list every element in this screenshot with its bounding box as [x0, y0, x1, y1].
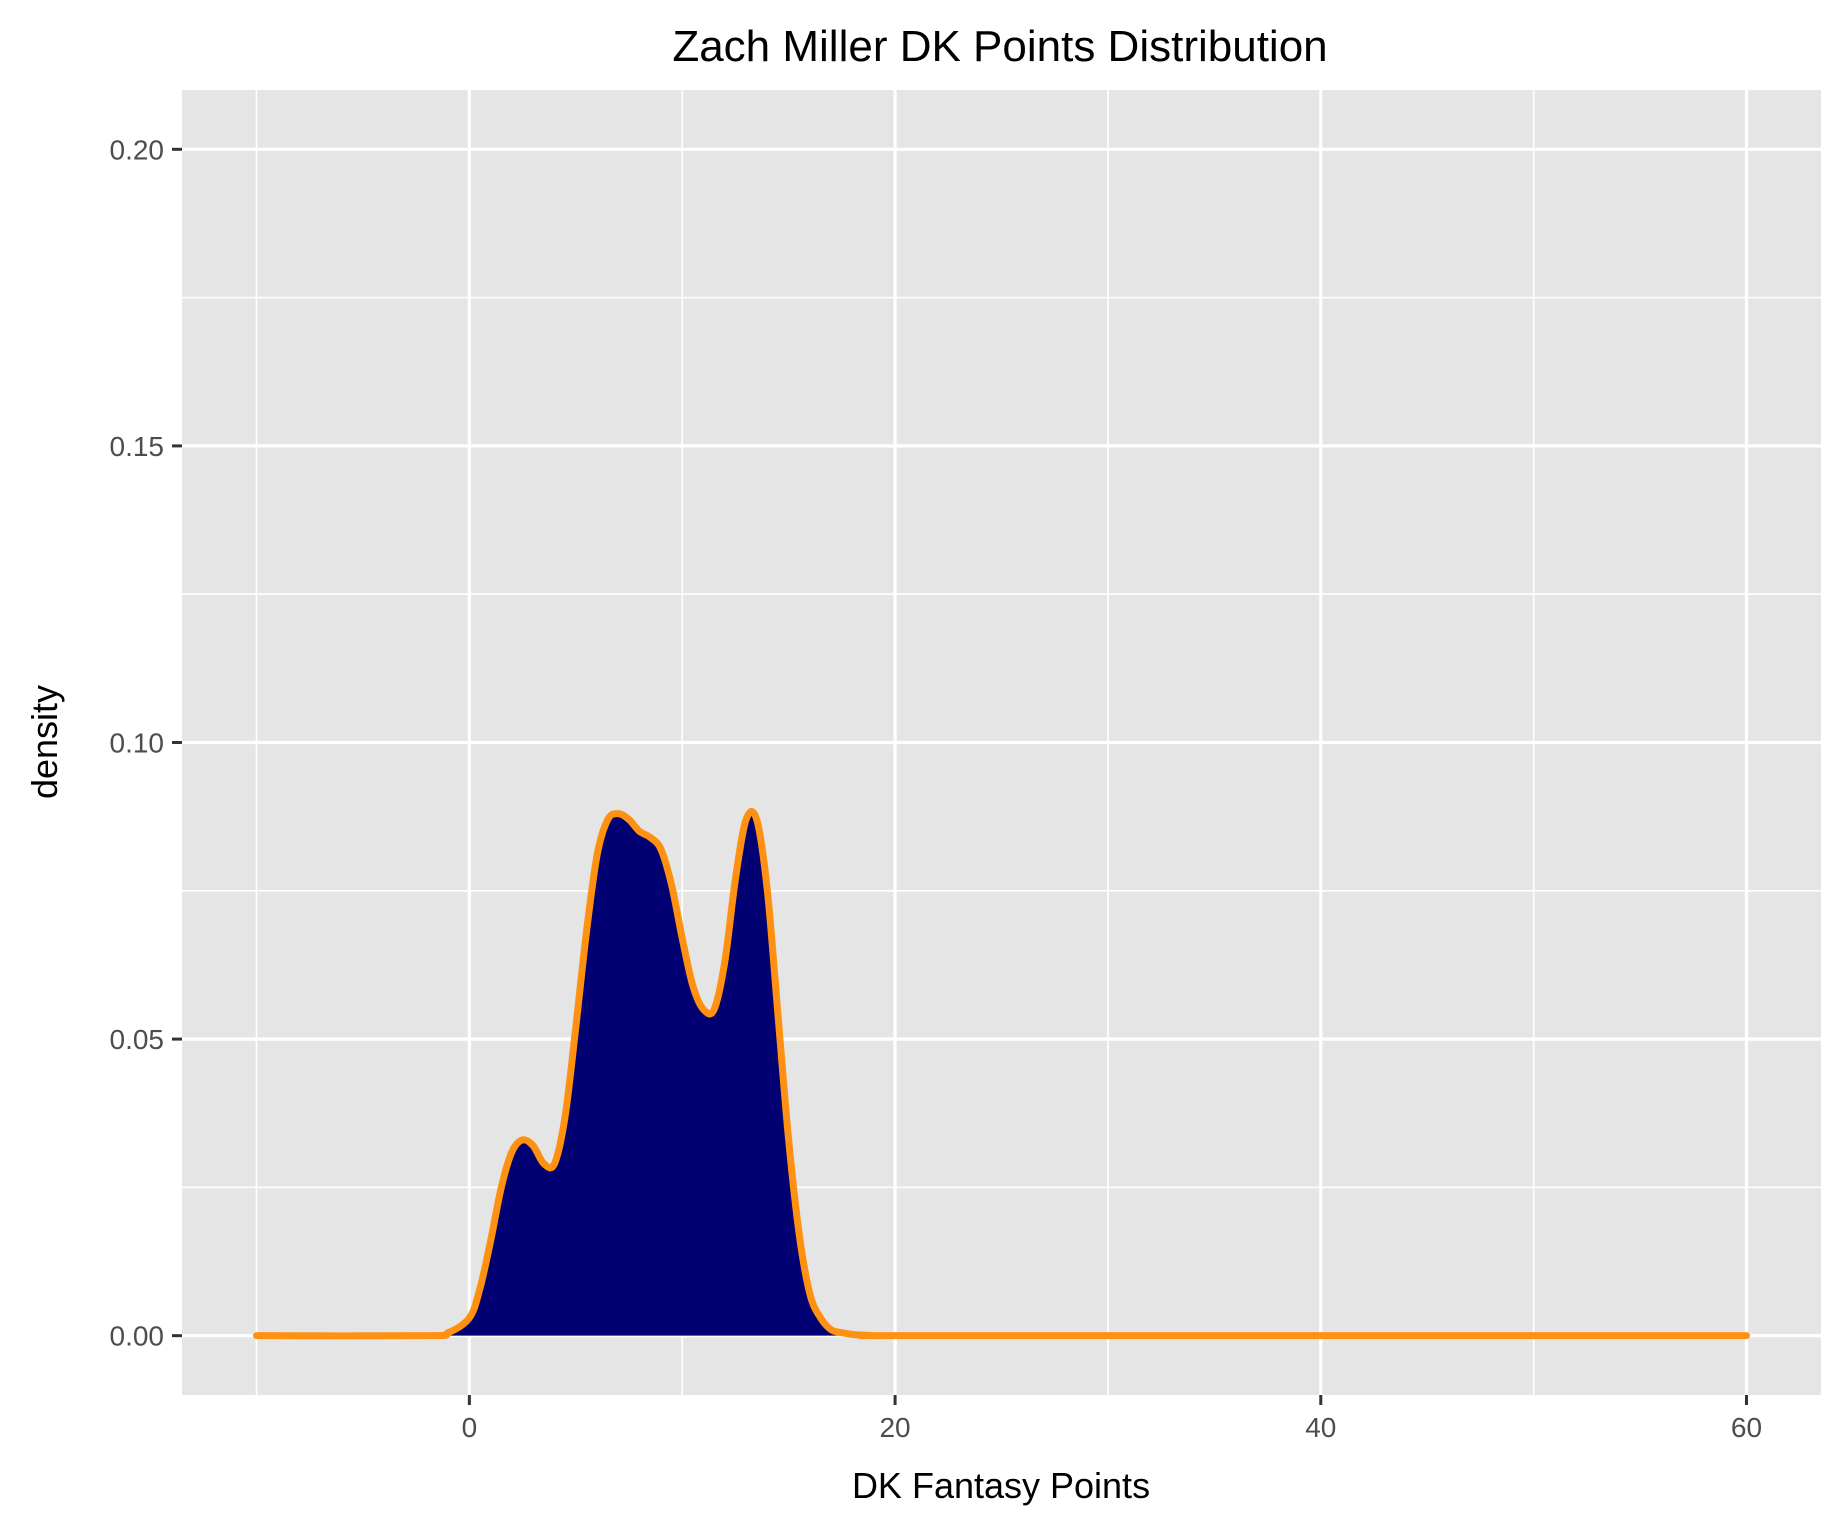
x-tick-label: 0 [462, 1412, 478, 1443]
y-axis-title: density [24, 685, 65, 799]
density-line [253, 807, 1750, 1340]
x-tick-label: 20 [879, 1412, 910, 1443]
y-tick-label: 0.10 [110, 728, 165, 759]
x-axis: 0 20 40 60 [462, 1395, 1762, 1443]
x-axis-title: DK Fantasy Points [852, 1465, 1150, 1506]
y-tick-label: 0.20 [110, 134, 165, 165]
x-tick-label: 60 [1731, 1412, 1762, 1443]
y-tick-label: 0.05 [110, 1024, 165, 1055]
chart-title: Zach Miller DK Points Distribution [672, 22, 1327, 71]
major-gridlines [182, 90, 1821, 1395]
y-axis: 0.00 0.05 0.10 0.15 0.20 [110, 134, 182, 1352]
density-area [256, 811, 1747, 1336]
density-layer [253, 807, 1750, 1340]
x-tick-label: 40 [1305, 1412, 1336, 1443]
y-tick-label: 0.15 [110, 431, 165, 462]
y-tick-label: 0.00 [110, 1321, 165, 1352]
